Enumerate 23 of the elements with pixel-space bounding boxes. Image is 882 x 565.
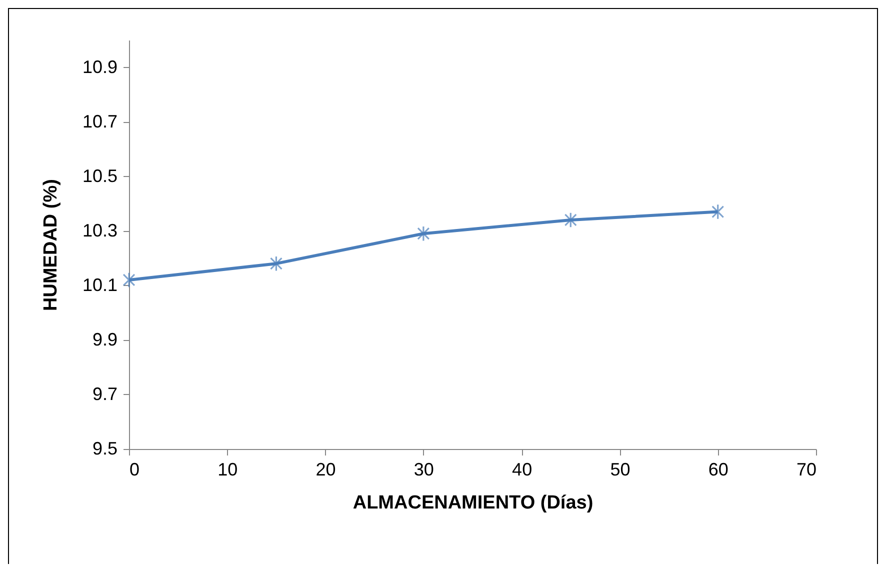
y-tick-label: 10.9 [82,56,118,77]
point [270,256,282,272]
y-tick-label: 10.1 [82,274,118,295]
x-tick-label: 70 [796,460,816,480]
y-tick-label: 10.7 [82,111,118,132]
x-tick-label: 10 [218,460,238,480]
y-tick-label: 9.9 [92,329,118,350]
y-tick-label: 10.3 [82,220,118,240]
x-tick-label: 60 [708,460,728,480]
point [712,204,724,220]
y-axis-title: HUMEDAD (%) [40,179,62,311]
x-tick-label: 40 [512,460,532,480]
x-axis-title: ALMACENAMIENTO (Días) [352,492,594,514]
y-tick-label: 9.5 [92,438,118,458]
y-tick-label: 10.5 [82,166,118,186]
x-tick-label: 0 [130,460,140,480]
x-tick-label: 50 [610,460,630,480]
point [417,226,430,242]
x-tick-label: 20 [316,460,336,480]
point [564,212,577,228]
y-tick-label: 9.7 [92,384,118,404]
point [122,272,136,288]
x-tick-label: 30 [414,460,434,480]
